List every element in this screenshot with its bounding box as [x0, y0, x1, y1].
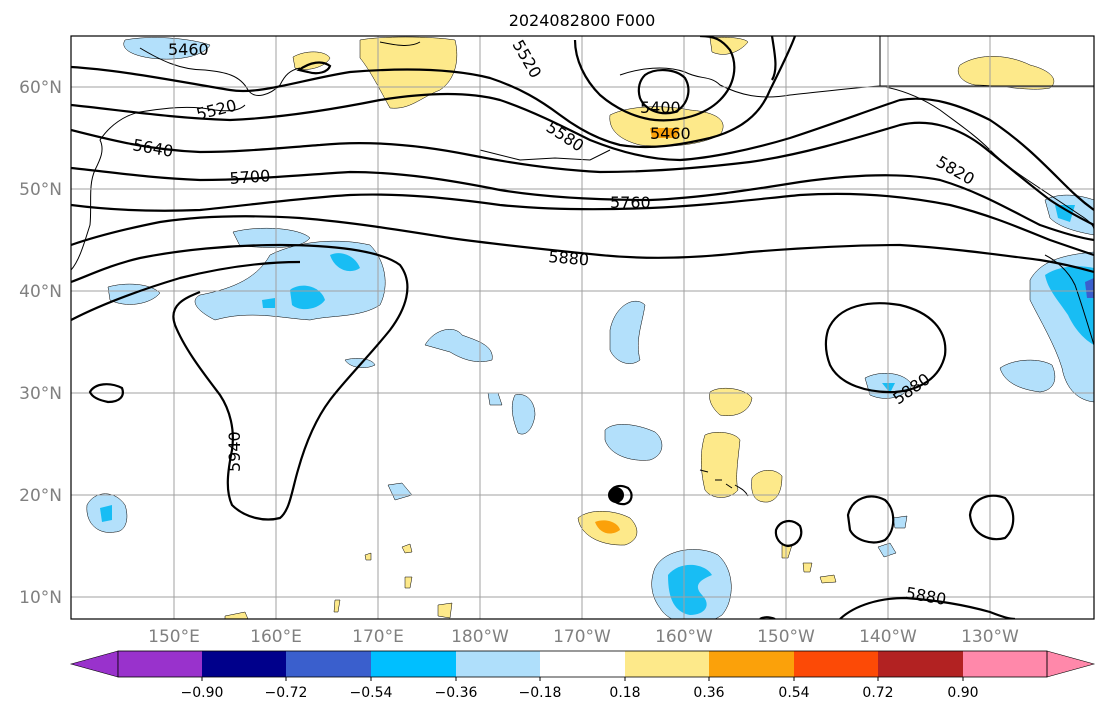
colorbar-segment	[625, 651, 709, 677]
lon-label: 160°W	[655, 627, 713, 647]
colorbar-tick-label: −0.18	[519, 685, 562, 701]
colorbar-segment	[709, 651, 794, 677]
colorbar-segment	[963, 651, 1047, 677]
colorbar-segment	[118, 651, 202, 677]
latitude-labels: 60°N 50°N 40°N 30°N 20°N 10°N	[19, 78, 62, 608]
lon-label: 170°E	[352, 627, 404, 647]
colorbar-tick-label: 0.90	[947, 685, 978, 701]
colorbar-segment	[202, 651, 286, 677]
height-contours	[71, 36, 1094, 619]
contour-label: 5460	[168, 40, 209, 59]
lat-label: 50°N	[19, 180, 62, 200]
colorbar-tick-label: −0.72	[265, 685, 308, 701]
colorbar-segment	[371, 651, 456, 677]
lat-label: 30°N	[19, 384, 62, 404]
longitude-labels: 150°E 160°E 170°E 180°W 170°W 160°W 150°…	[148, 627, 1019, 647]
lon-label: 160°E	[250, 627, 302, 647]
contour-label: 5760	[610, 193, 651, 212]
figure-title: 2024082800 F000	[509, 11, 656, 30]
lon-label: 170°W	[553, 627, 611, 647]
colorbar-tick-label: 0.72	[862, 685, 893, 701]
colorbar-segment	[286, 651, 371, 677]
colorbar-extend-high	[1046, 650, 1096, 678]
colorbar-tick-label: 0.36	[693, 685, 724, 701]
contour-label: 5880	[548, 247, 590, 269]
colorbar-segment	[878, 651, 963, 677]
colorbar: −0.90 −0.72 −0.54 −0.36 −0.18 0.18 0.36 …	[69, 650, 1096, 701]
negative-shading	[86, 37, 1094, 619]
colorbar-frame	[117, 650, 1048, 678]
lon-label: 140°W	[859, 627, 917, 647]
colorbar-tick-label: −0.90	[181, 685, 224, 701]
colorbar-tick-label: 0.54	[778, 685, 809, 701]
low-center-marker	[608, 487, 624, 503]
map-frame	[70, 35, 1095, 620]
lat-label: 60°N	[19, 78, 62, 98]
colorbar-segment	[540, 651, 625, 677]
coastlines	[71, 36, 1094, 497]
lon-label: 130°W	[961, 627, 1019, 647]
lon-label: 180°W	[451, 627, 509, 647]
contour-label: 5940	[225, 431, 244, 472]
lat-label: 40°N	[19, 282, 62, 302]
contour-label: 5700	[229, 166, 271, 188]
colorbar-tick-label: −0.36	[435, 685, 478, 701]
colorbar-tick-label: 0.18	[609, 685, 640, 701]
colorbar-segment	[794, 651, 878, 677]
lat-label: 10°N	[19, 588, 62, 608]
lon-label: 150°W	[757, 627, 815, 647]
colorbar-ticks	[201, 677, 964, 681]
colorbar-segment	[456, 651, 540, 677]
lon-label: 150°E	[148, 627, 200, 647]
colorbar-extend-low	[69, 650, 119, 678]
positive-shading	[224, 36, 1055, 619]
map-panel: 5460 5520 5520 5400 5460 5580 5640 5700 …	[70, 35, 1095, 620]
lat-label: 20°N	[19, 486, 62, 506]
contour-label: 5460	[650, 124, 691, 143]
colorbar-tick-label: −0.54	[350, 685, 393, 701]
contour-label: 5400	[640, 98, 681, 117]
